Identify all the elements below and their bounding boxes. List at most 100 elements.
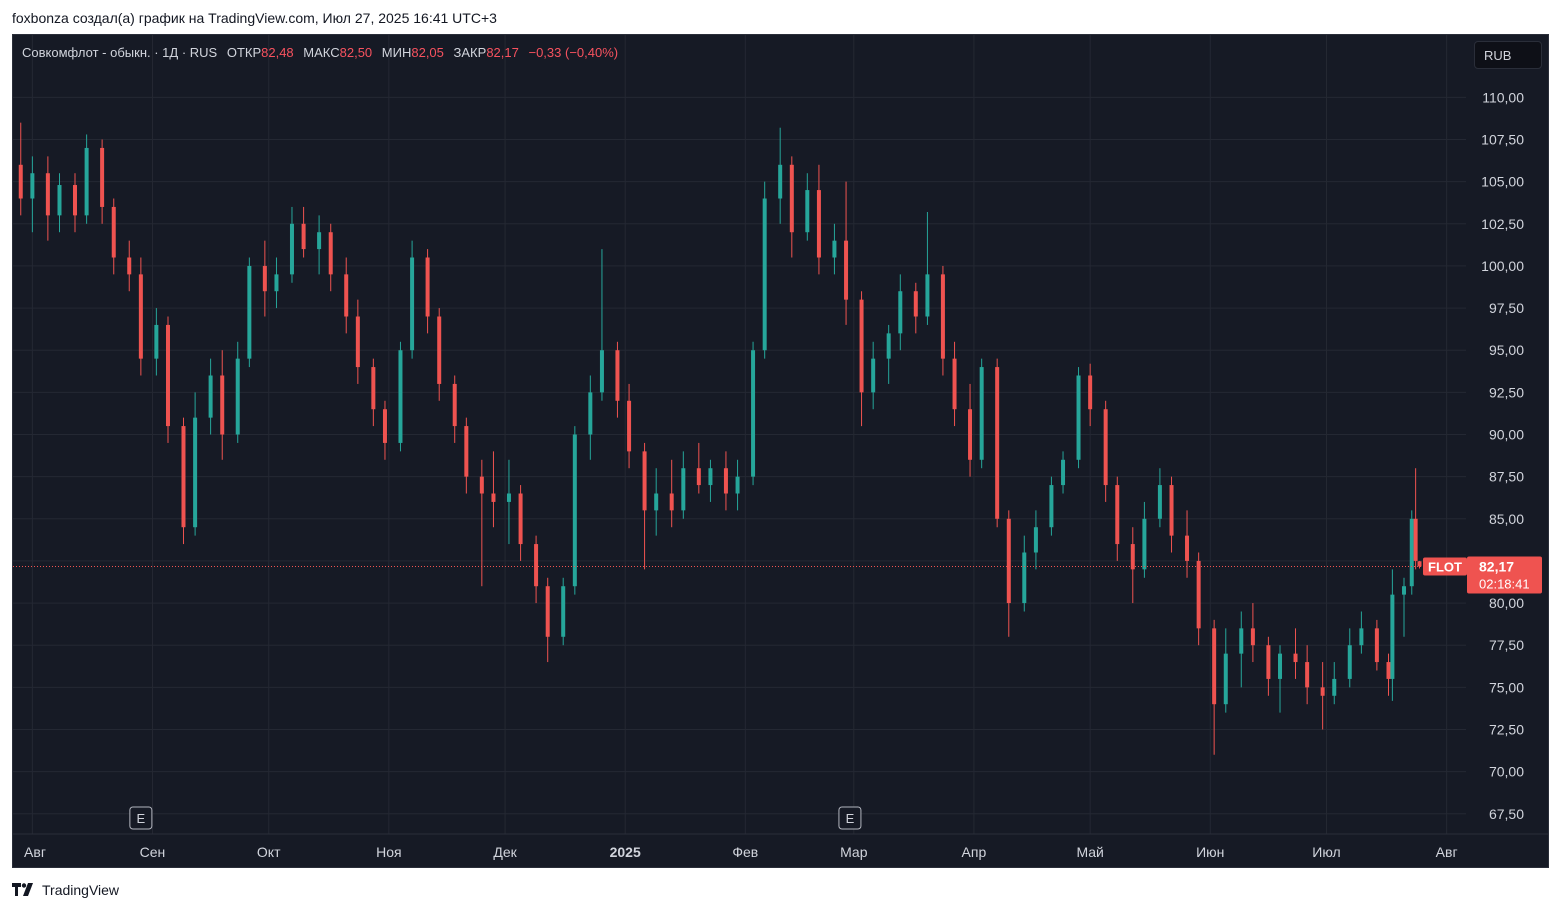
candle-body	[193, 417, 198, 528]
candle-body	[1130, 544, 1135, 570]
candle-body	[371, 367, 376, 410]
high-value: 82,50	[339, 45, 373, 60]
candle-body	[452, 383, 457, 427]
ticker-tag	[1423, 557, 1467, 576]
price-tick-label: 87,50	[1489, 469, 1524, 485]
close-value: 82,17	[486, 45, 519, 60]
candle-body	[859, 299, 864, 393]
candle-body	[615, 350, 620, 401]
time-axis: Авг Сен Окт Ноя Дек 2025 Фев Мар Апр Май Июн Июл Авг	[13, 833, 1548, 860]
candle-body	[72, 185, 77, 216]
price-tick-label: 90,00	[1489, 427, 1524, 443]
candle-body	[57, 185, 62, 216]
candle-body	[1402, 586, 1407, 595]
candle-body	[1413, 518, 1418, 561]
candle-body	[437, 316, 442, 384]
time-tick-label: Мар	[840, 844, 868, 860]
candle-body	[464, 426, 469, 477]
time-tick-label: Сен	[140, 844, 166, 860]
candle-body	[398, 350, 403, 443]
time-tick-label: Май	[1076, 844, 1103, 860]
price-tick-label: 100,00	[1481, 258, 1524, 274]
candle-body	[1115, 485, 1120, 545]
candle-body	[1212, 628, 1217, 705]
symbol-name: Совкомфлот - обыкн. · 1Д · RUS	[22, 45, 218, 60]
candle-body	[355, 316, 360, 368]
candle-body	[220, 375, 225, 435]
brand-name: TradingView	[42, 882, 120, 898]
candle-body	[642, 451, 647, 511]
candle-body	[410, 257, 415, 351]
candle-body	[127, 257, 132, 275]
candle-body	[274, 274, 279, 292]
candle-body	[138, 274, 143, 359]
time-tick-label: Июл	[1312, 844, 1340, 860]
price-tag-timer: 02:18:41	[1479, 576, 1530, 591]
candle-body	[886, 333, 891, 359]
candle-body	[30, 173, 35, 199]
candle-body	[735, 476, 740, 494]
candle-body	[208, 375, 213, 418]
price-tag	[1467, 556, 1542, 594]
tradingview-logo[interactable]: TradingView	[12, 882, 119, 898]
candle-body	[1409, 518, 1414, 587]
price-tick-label: 77,50	[1489, 637, 1524, 653]
candle-body	[1359, 628, 1364, 646]
price-tick-label: 97,50	[1489, 300, 1524, 316]
earnings-marker	[129, 806, 153, 830]
time-tick-label: Авг	[24, 844, 46, 860]
candle-body	[925, 274, 930, 317]
candle-body	[235, 358, 240, 435]
candle-body	[627, 400, 632, 452]
candle-body	[1250, 628, 1255, 646]
candle-body	[247, 265, 252, 359]
candle-body	[723, 468, 728, 494]
candle-body	[1142, 518, 1147, 570]
candle-body	[1239, 628, 1244, 654]
candle-body	[262, 265, 267, 292]
candle-body	[778, 164, 783, 199]
earnings-marker-label: E	[137, 811, 146, 826]
tradingview-logo-icon	[12, 883, 33, 896]
candle-body	[599, 350, 604, 393]
change-value: −0,33 (−0,40%)	[528, 45, 619, 60]
candle-body	[1374, 628, 1379, 663]
candle-body	[1332, 678, 1337, 696]
candle-body	[871, 358, 876, 393]
candle-body	[1390, 594, 1395, 679]
time-tick-label: Фев	[732, 844, 758, 860]
candle-body	[1103, 409, 1108, 486]
candle-body	[979, 367, 984, 460]
candle-body	[805, 190, 810, 233]
candle-body	[669, 493, 674, 511]
last-price-layer: FLOT 82,17 02:18:41	[13, 556, 1542, 594]
candle-body	[940, 274, 945, 359]
open-value: 82,48	[261, 45, 294, 60]
candle-body	[654, 493, 659, 511]
candle-body	[588, 392, 593, 435]
chart-caption: foxbonza создал(а) график на TradingView…	[12, 10, 497, 26]
currency-button[interactable]: RUB	[1474, 41, 1542, 69]
candles-layer	[18, 122, 1422, 755]
price-tick-label: 107,50	[1481, 132, 1524, 148]
candle-body	[1076, 375, 1081, 460]
candle-body	[1305, 662, 1310, 688]
price-tick-label: 67,50	[1489, 806, 1524, 822]
candle-body	[1196, 560, 1201, 629]
candle-body	[762, 198, 767, 351]
time-tick-label: Авг	[1436, 844, 1458, 860]
close-label: ЗАКР	[453, 45, 487, 60]
candle-body	[181, 426, 186, 528]
open-label: ОТКР	[226, 45, 262, 60]
candle-body	[1293, 653, 1298, 663]
candle-body	[491, 493, 496, 502]
candle-body	[1157, 485, 1162, 519]
price-tick-label: 72,50	[1489, 721, 1524, 737]
candle-body	[898, 291, 903, 334]
candle-body	[1049, 485, 1054, 528]
candle-body	[289, 223, 294, 275]
price-tick-label: 102,50	[1481, 216, 1524, 232]
candle-body	[328, 232, 333, 275]
